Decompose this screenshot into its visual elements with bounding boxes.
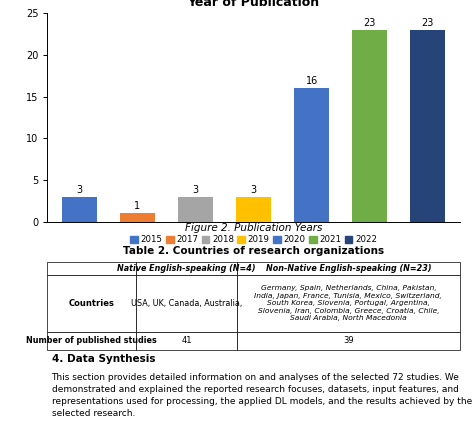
Text: 41: 41 xyxy=(182,336,192,345)
Text: Germany, Spain, Netherlands, China, Pakistan,
India, Japan, France, Tunisia, Mex: Germany, Spain, Netherlands, China, Paki… xyxy=(255,285,442,322)
Text: 3: 3 xyxy=(192,185,199,195)
Bar xyxy=(237,331,460,350)
Text: Number of published studies: Number of published studies xyxy=(27,336,157,345)
Bar xyxy=(352,30,387,222)
Text: 39: 39 xyxy=(343,336,354,345)
Text: Table 2. Countries of research organizations: Table 2. Countries of research organizat… xyxy=(123,245,384,256)
Bar xyxy=(136,331,237,350)
Bar xyxy=(47,275,136,331)
Bar xyxy=(410,30,445,222)
Bar xyxy=(136,262,237,275)
Text: Non-Native English-speaking (N=23): Non-Native English-speaking (N=23) xyxy=(266,264,431,273)
Text: 3: 3 xyxy=(251,185,256,195)
Text: 3: 3 xyxy=(76,185,82,195)
Bar xyxy=(178,197,213,222)
Bar xyxy=(237,262,460,275)
Text: 4. Data Synthesis: 4. Data Synthesis xyxy=(52,354,155,365)
Title: Year of Publication: Year of Publication xyxy=(188,0,319,9)
Text: 23: 23 xyxy=(422,18,434,28)
Bar xyxy=(237,275,460,331)
Bar xyxy=(136,275,237,331)
Legend: 2015, 2017, 2018, 2019, 2020, 2021, 2022: 2015, 2017, 2018, 2019, 2020, 2021, 2022 xyxy=(129,234,378,245)
Text: USA, UK, Canada, Australia,: USA, UK, Canada, Australia, xyxy=(131,299,242,307)
Bar xyxy=(62,197,97,222)
Bar xyxy=(120,214,155,222)
Bar xyxy=(47,331,136,350)
Text: Countries: Countries xyxy=(69,299,115,307)
Text: Native English-speaking (N=4): Native English-speaking (N=4) xyxy=(118,264,256,273)
Text: This section provides detailed information on and analyses of the selected 72 st: This section provides detailed informati… xyxy=(52,373,472,418)
Bar xyxy=(47,262,136,275)
Bar xyxy=(236,197,271,222)
Text: Figure 2. Publication Years: Figure 2. Publication Years xyxy=(185,223,322,233)
Text: 1: 1 xyxy=(134,202,140,211)
Text: 16: 16 xyxy=(306,76,318,86)
Bar xyxy=(294,88,329,222)
Text: 23: 23 xyxy=(364,18,376,28)
